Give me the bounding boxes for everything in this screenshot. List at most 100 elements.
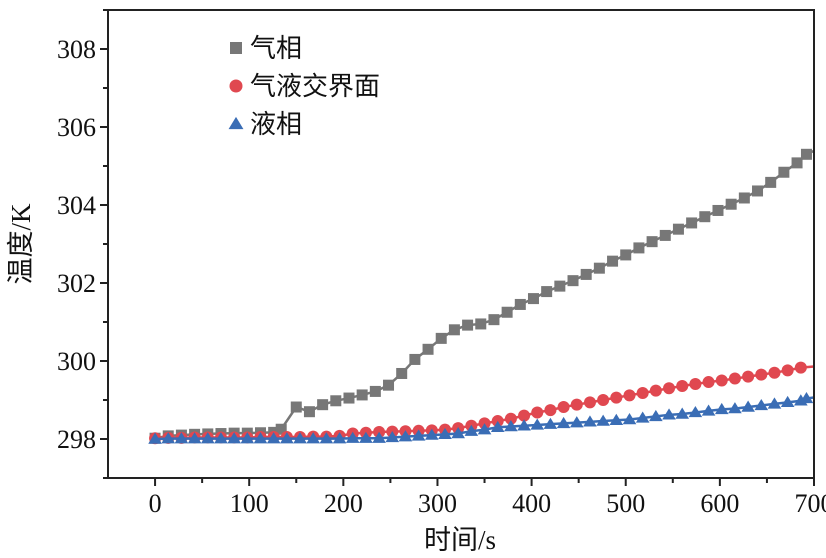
y-tick-label: 302	[57, 269, 96, 298]
y-tick-label: 308	[57, 35, 96, 64]
data-point	[332, 432, 347, 444]
data-point	[635, 411, 650, 423]
data-point	[646, 236, 658, 248]
data-point	[504, 420, 518, 432]
y-tick-label: 304	[57, 191, 96, 220]
series-square	[149, 148, 815, 444]
data-point	[569, 416, 584, 428]
data-point	[597, 394, 610, 406]
data-point	[778, 166, 790, 178]
data-point	[319, 432, 334, 444]
data-point	[609, 413, 624, 425]
data-point	[741, 400, 755, 412]
series-line	[155, 396, 815, 441]
data-point	[686, 217, 698, 229]
data-point	[490, 420, 505, 433]
data-point	[290, 401, 302, 413]
data-point	[240, 432, 255, 444]
data-point	[754, 398, 769, 411]
data-point	[501, 306, 513, 318]
data-point	[372, 431, 386, 443]
legend-item: 液相	[228, 110, 302, 139]
data-point	[514, 298, 526, 310]
data-point	[527, 293, 539, 305]
data-point	[623, 389, 636, 402]
data-point	[214, 432, 228, 444]
data-point	[530, 418, 545, 430]
data-point	[475, 318, 487, 330]
data-point	[659, 229, 671, 241]
data-point	[663, 382, 676, 395]
data-point	[701, 404, 716, 416]
data-point	[689, 378, 702, 391]
legend-marker	[228, 116, 244, 130]
data-point	[253, 432, 268, 444]
data-point	[554, 280, 566, 292]
data-point	[398, 430, 413, 442]
data-point	[330, 395, 342, 407]
data-point	[556, 416, 571, 429]
data-point	[451, 427, 465, 439]
legend-item: 气液交界面	[229, 72, 380, 101]
data-point	[343, 392, 355, 404]
data-point	[765, 176, 777, 188]
x-tick-label: 300	[418, 489, 457, 518]
data-point	[187, 432, 202, 444]
data-point	[768, 366, 781, 379]
data-point	[672, 223, 684, 235]
legend-item: 气相	[230, 34, 302, 63]
data-point	[477, 423, 492, 435]
x-axis-title: 时间/s	[424, 525, 496, 555]
x-tick-label: 0	[149, 489, 162, 518]
data-point	[448, 324, 460, 336]
data-point	[557, 401, 570, 414]
y-axis-title: 温度/K	[6, 203, 36, 285]
data-point	[411, 429, 426, 441]
data-point	[702, 376, 715, 389]
data-point	[266, 432, 281, 444]
data-point	[712, 204, 724, 216]
data-point	[675, 407, 690, 419]
data-point	[435, 332, 447, 344]
data-point	[580, 268, 592, 280]
data-point	[385, 430, 400, 443]
series-line	[154, 149, 815, 440]
data-point	[752, 185, 764, 197]
x-tick-label: 700	[795, 489, 826, 518]
data-point	[593, 262, 605, 274]
data-point	[780, 395, 795, 408]
data-point	[676, 379, 689, 392]
data-point	[174, 432, 189, 444]
data-point	[383, 379, 395, 391]
legend-label: 气相	[250, 34, 302, 63]
data-point	[517, 419, 531, 431]
series-triangle	[148, 391, 815, 444]
data-point	[531, 406, 544, 419]
data-point	[755, 368, 768, 381]
data-point	[794, 361, 807, 374]
legend-label: 气液交界面	[250, 72, 380, 101]
data-point	[504, 412, 517, 425]
data-point	[649, 384, 662, 397]
tick-labels: 0 100 200 300 400 500 600 700 298 300 302 304 306 308	[57, 35, 826, 518]
data-point	[800, 148, 812, 160]
data-point	[662, 408, 676, 420]
data-point	[583, 396, 596, 409]
y-tick-label: 298	[57, 425, 96, 454]
data-point	[148, 432, 162, 444]
data-point	[781, 364, 794, 377]
data-point	[359, 431, 373, 443]
data-point	[699, 211, 711, 223]
data-point	[567, 275, 579, 287]
data-point	[636, 386, 649, 399]
data-point	[570, 398, 583, 411]
data-point	[303, 406, 315, 418]
x-tick-label: 100	[230, 489, 269, 518]
data-point	[369, 385, 381, 397]
data-point	[738, 192, 750, 204]
plot-area	[148, 148, 815, 445]
x-tick-label: 400	[512, 489, 551, 518]
data-point	[424, 428, 439, 440]
data-point	[742, 370, 755, 383]
